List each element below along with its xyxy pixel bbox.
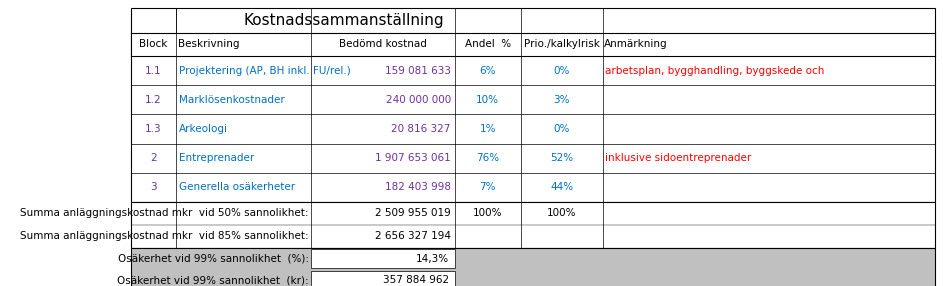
Text: 6%: 6% (479, 65, 496, 76)
Text: Anmärkning: Anmärkning (604, 39, 668, 49)
Text: Andel  %: Andel % (465, 39, 511, 49)
Text: Bedömd kostnad: Bedömd kostnad (339, 39, 427, 49)
Text: Prio./kalkylrisk: Prio./kalkylrisk (523, 39, 600, 49)
Bar (131, 202, 935, 248)
Bar (131, 248, 935, 286)
Text: Beskrivning: Beskrivning (177, 39, 240, 49)
Text: 2 656 327 194: 2 656 327 194 (374, 231, 451, 241)
Text: Entreprenader: Entreprenader (178, 153, 254, 163)
Text: 1%: 1% (479, 124, 496, 134)
Text: Marklösenkostnader: Marklösenkostnader (178, 95, 284, 105)
Bar (311, 249, 455, 268)
Text: 3%: 3% (554, 95, 570, 105)
Text: 20 816 327: 20 816 327 (391, 124, 451, 134)
Text: 159 081 633: 159 081 633 (385, 65, 451, 76)
Text: 100%: 100% (547, 208, 576, 219)
Text: Generella osäkerheter: Generella osäkerheter (178, 182, 294, 192)
Text: 10%: 10% (476, 95, 499, 105)
Text: Block: Block (140, 39, 168, 49)
Text: Osäkerhet vid 99% sannolikhet  (kr):: Osäkerhet vid 99% sannolikhet (kr): (117, 275, 309, 285)
Text: 100%: 100% (473, 208, 503, 219)
Bar (131, 248, 935, 286)
Text: 240 000 000: 240 000 000 (386, 95, 451, 105)
Text: 1.3: 1.3 (145, 124, 162, 134)
Text: 0%: 0% (554, 65, 570, 76)
Text: 52%: 52% (550, 153, 573, 163)
Text: 1 907 653 061: 1 907 653 061 (375, 153, 451, 163)
Text: arbetsplan, bygghandling, byggskede och: arbetsplan, bygghandling, byggskede och (605, 65, 824, 76)
Text: Osäkerhet vid 99% sannolikhet  (%):: Osäkerhet vid 99% sannolikhet (%): (118, 253, 309, 263)
Text: 7%: 7% (479, 182, 496, 192)
Text: 0%: 0% (554, 124, 570, 134)
Bar (311, 271, 455, 286)
Text: 76%: 76% (476, 153, 499, 163)
Text: Summa anläggningskostnad mkr  vid 85% sannolikhet:: Summa anläggningskostnad mkr vid 85% san… (21, 231, 309, 241)
Text: 44%: 44% (550, 182, 573, 192)
Text: inklusive sidoentreprenader: inklusive sidoentreprenader (605, 153, 752, 163)
Text: Projektering (AP, BH inkl. FU/rel.): Projektering (AP, BH inkl. FU/rel.) (178, 65, 350, 76)
Text: Kostnadssammanställning: Kostnadssammanställning (243, 13, 444, 28)
Text: Arkeologi: Arkeologi (178, 124, 227, 134)
Bar (131, 33, 935, 56)
Text: 2: 2 (150, 153, 157, 163)
Text: Summa anläggningskostnad mkr  vid 50% sannolikhet:: Summa anläggningskostnad mkr vid 50% san… (21, 208, 309, 219)
Text: 14,3%: 14,3% (416, 253, 449, 263)
Bar (131, 8, 935, 202)
Text: 1.2: 1.2 (145, 95, 162, 105)
Text: 2 509 955 019: 2 509 955 019 (375, 208, 451, 219)
Text: 1.1: 1.1 (145, 65, 162, 76)
Text: 182 403 998: 182 403 998 (385, 182, 451, 192)
Text: 3: 3 (150, 182, 157, 192)
Text: 357 884 962: 357 884 962 (383, 275, 449, 285)
